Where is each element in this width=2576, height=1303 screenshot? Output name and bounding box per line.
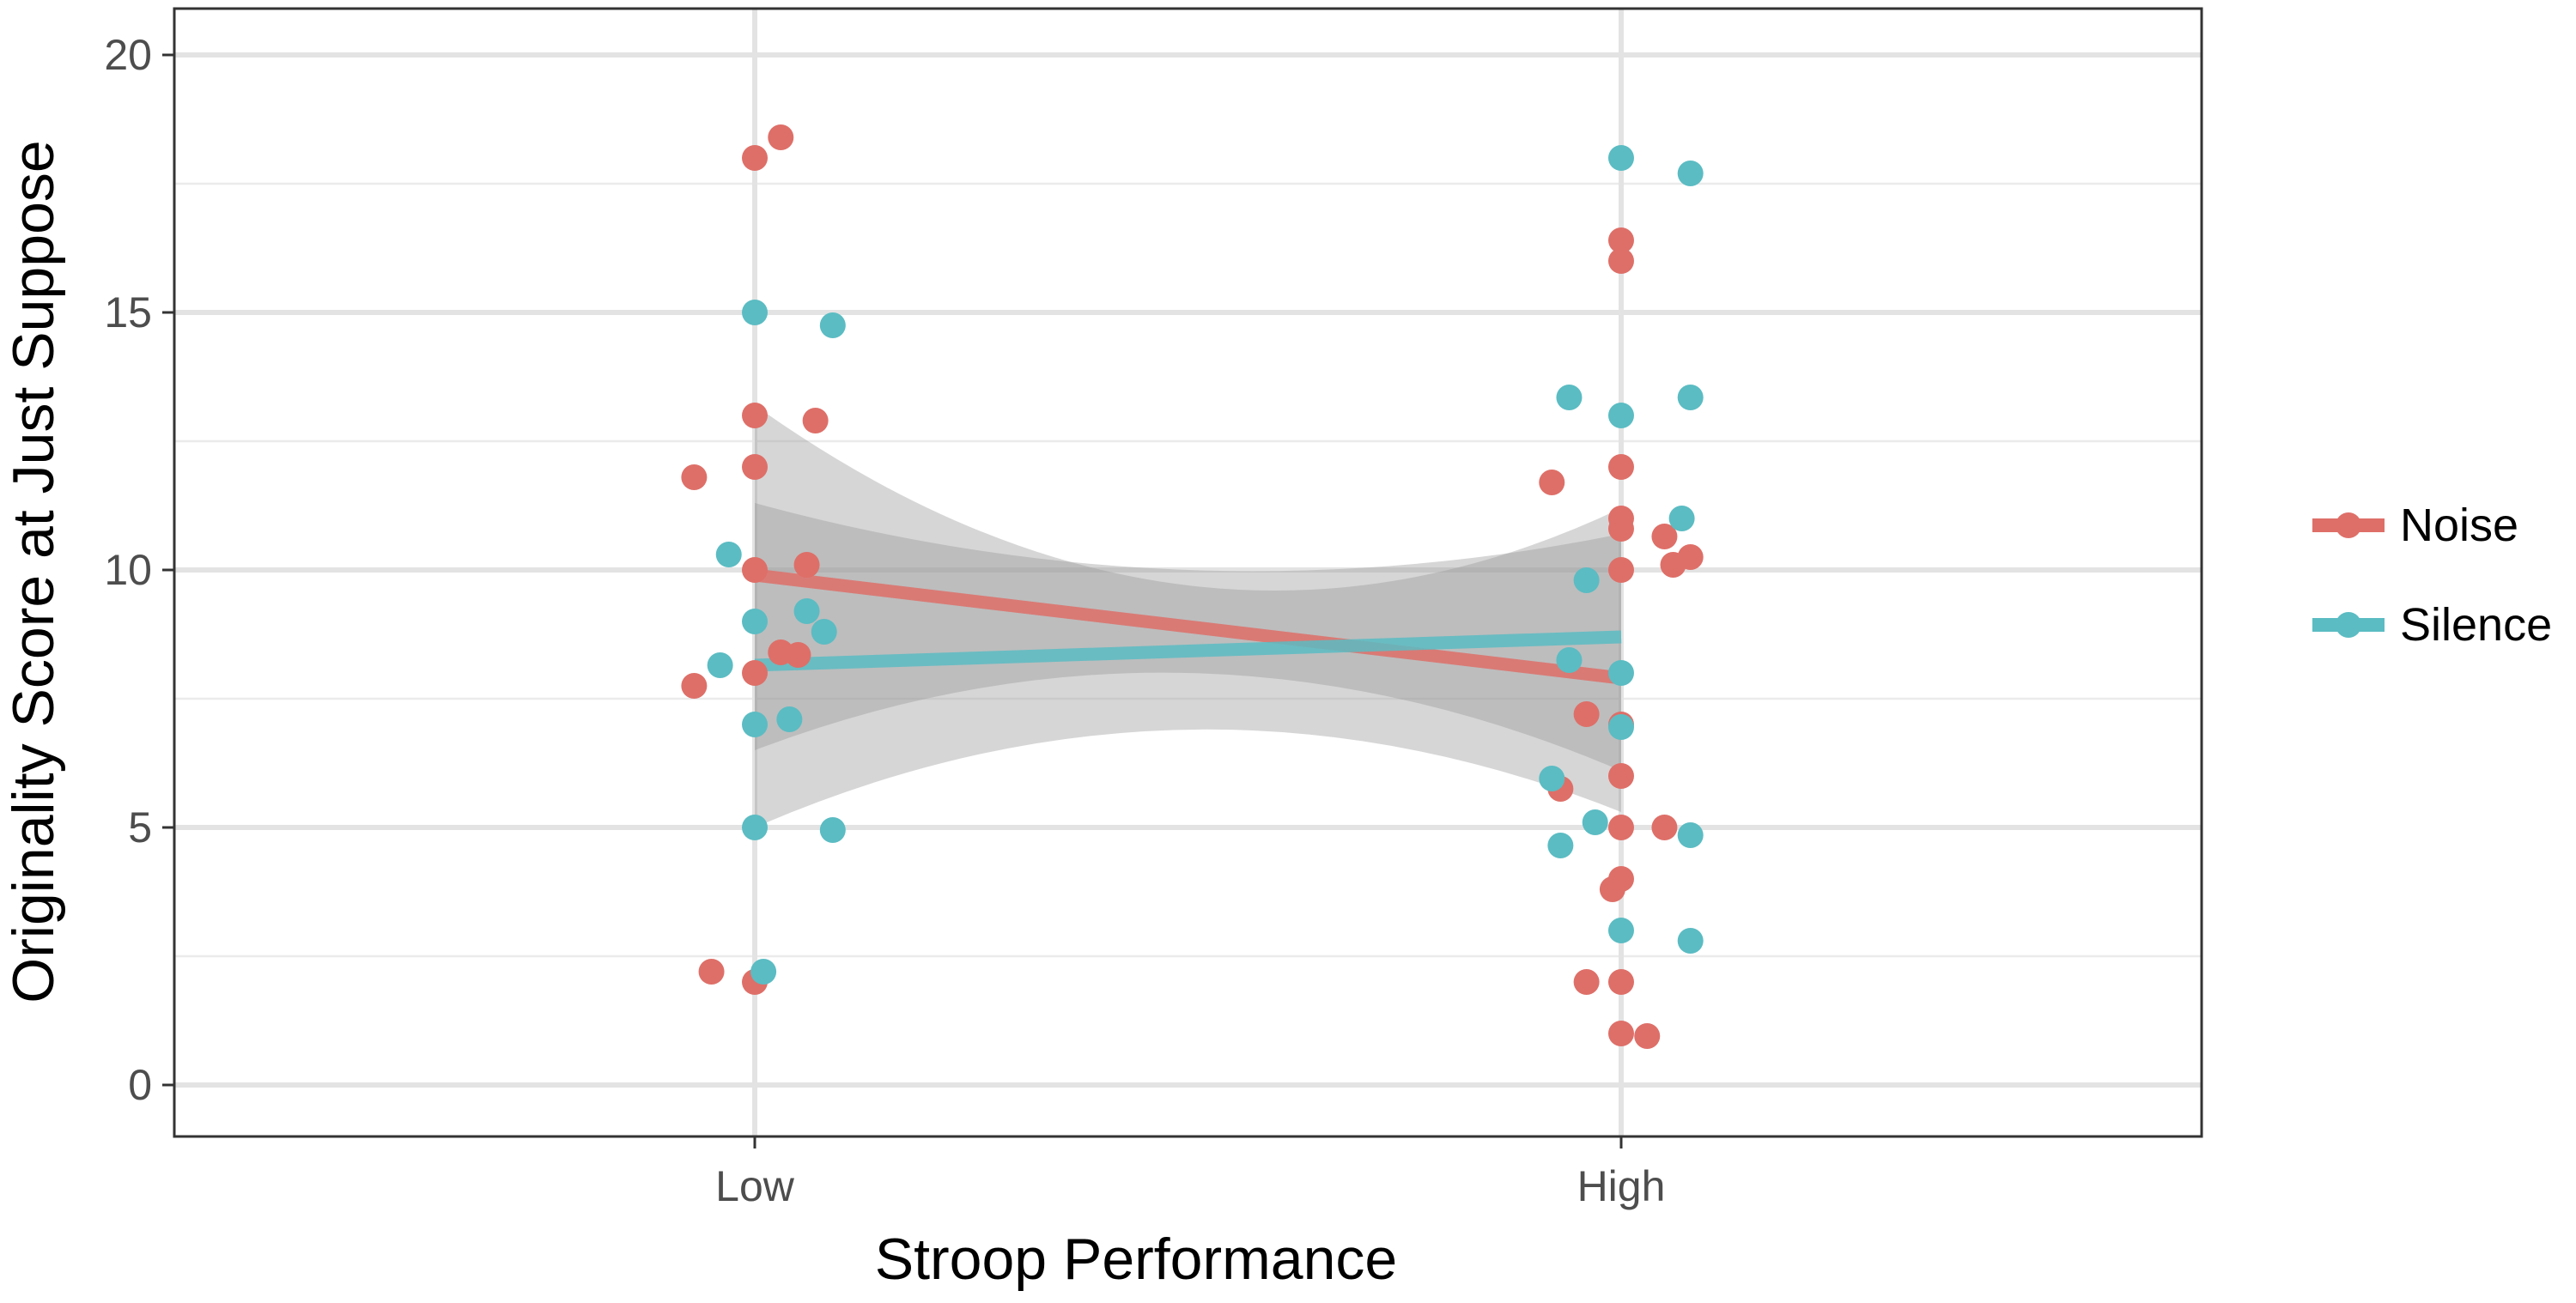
trend-line-noise [754, 568, 1622, 685]
point-noise [1607, 227, 1634, 253]
point-silence [1582, 809, 1608, 835]
legend-silence-label: Silence [2400, 599, 2552, 651]
trend-lines [754, 568, 1622, 685]
point-silence [1607, 918, 1634, 943]
point-noise [1607, 1021, 1634, 1046]
point-silence [707, 652, 733, 678]
point-silence [1607, 403, 1634, 428]
x-axis-title: Stroop Performance [875, 1227, 1398, 1292]
point-silence [742, 712, 769, 737]
point-silence [742, 300, 769, 325]
point-noise [1660, 552, 1686, 578]
point-noise [802, 408, 829, 433]
point-noise [1607, 969, 1634, 995]
confidence-bands [755, 405, 1621, 827]
x-tick-label: Low [715, 1162, 795, 1210]
point-silence [1539, 766, 1565, 791]
point-silence [1607, 714, 1634, 740]
point-noise [1573, 701, 1600, 727]
point-noise [1651, 524, 1678, 549]
point-noise [681, 673, 708, 699]
point-silence [1607, 145, 1634, 171]
legend-noise-label: Noise [2400, 500, 2518, 551]
point-silence [742, 815, 769, 840]
point-noise [1607, 248, 1634, 274]
point-silence [1677, 385, 1704, 410]
point-noise [1607, 557, 1634, 583]
point-noise [742, 454, 769, 480]
y-tick-label: 0 [128, 1061, 152, 1109]
y-tick-label: 10 [104, 546, 152, 594]
point-silence [1573, 567, 1600, 593]
point-silence [1668, 506, 1695, 531]
point-noise [742, 403, 769, 428]
point-silence [819, 312, 846, 338]
point-noise [793, 552, 820, 578]
point-noise [742, 660, 769, 686]
point-noise [1539, 470, 1565, 495]
point-silence [1677, 822, 1704, 848]
point-noise [1634, 1023, 1661, 1049]
ci-band-noise [755, 405, 1621, 771]
legend-silence-dot [2336, 612, 2361, 638]
point-silence [793, 598, 820, 624]
plot-border [173, 7, 2203, 1138]
point-silence [1556, 385, 1583, 410]
point-silence [1677, 161, 1704, 186]
point-silence [715, 542, 742, 567]
point-noise [1607, 815, 1634, 840]
point-noise [1607, 516, 1634, 542]
point-noise [1607, 763, 1634, 789]
ci-band-silence [755, 503, 1621, 827]
point-silence [819, 817, 846, 843]
legend: Noise Silence [2312, 500, 2552, 651]
point-silence [811, 619, 837, 645]
axes: 0 5 10 15 20 Low High [104, 7, 2203, 1210]
point-silence [1607, 660, 1634, 686]
legend-noise-dot [2336, 512, 2361, 538]
point-silence [1677, 928, 1704, 954]
point-noise [1599, 876, 1625, 902]
trend-line-silence [754, 630, 1622, 672]
x-tick-label: High [1577, 1162, 1666, 1210]
data-points [681, 124, 1704, 1049]
point-noise [1651, 815, 1678, 840]
y-tick-label: 15 [104, 288, 152, 336]
point-silence [750, 959, 777, 985]
point-noise [681, 464, 708, 490]
y-axis-title: Originality Score at Just Suppose [1, 140, 66, 1003]
point-noise [698, 959, 725, 985]
point-noise [742, 145, 769, 171]
point-noise [1573, 969, 1600, 995]
y-tick-label: 5 [128, 803, 152, 851]
point-silence [1547, 833, 1574, 858]
point-silence [742, 609, 769, 634]
point-noise [785, 642, 811, 668]
point-noise [1607, 454, 1634, 480]
y-tick-label: 20 [104, 31, 152, 79]
point-noise [768, 124, 794, 150]
point-silence [776, 706, 803, 732]
point-noise [742, 557, 769, 583]
point-silence [1556, 647, 1583, 673]
